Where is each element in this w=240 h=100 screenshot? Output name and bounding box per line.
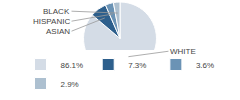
svg-text:BLACK: BLACK <box>43 7 70 16</box>
svg-text:HISPANIC: HISPANIC <box>33 17 70 26</box>
svg-text:7.3%: 7.3% <box>128 61 146 70</box>
svg-text:2.9%: 2.9% <box>61 80 79 89</box>
svg-text:86.1%: 86.1% <box>61 61 84 70</box>
svg-text:ASIAN: ASIAN <box>46 27 70 36</box>
svg-text:WHITE: WHITE <box>170 47 196 56</box>
svg-text:3.6%: 3.6% <box>196 61 214 70</box>
